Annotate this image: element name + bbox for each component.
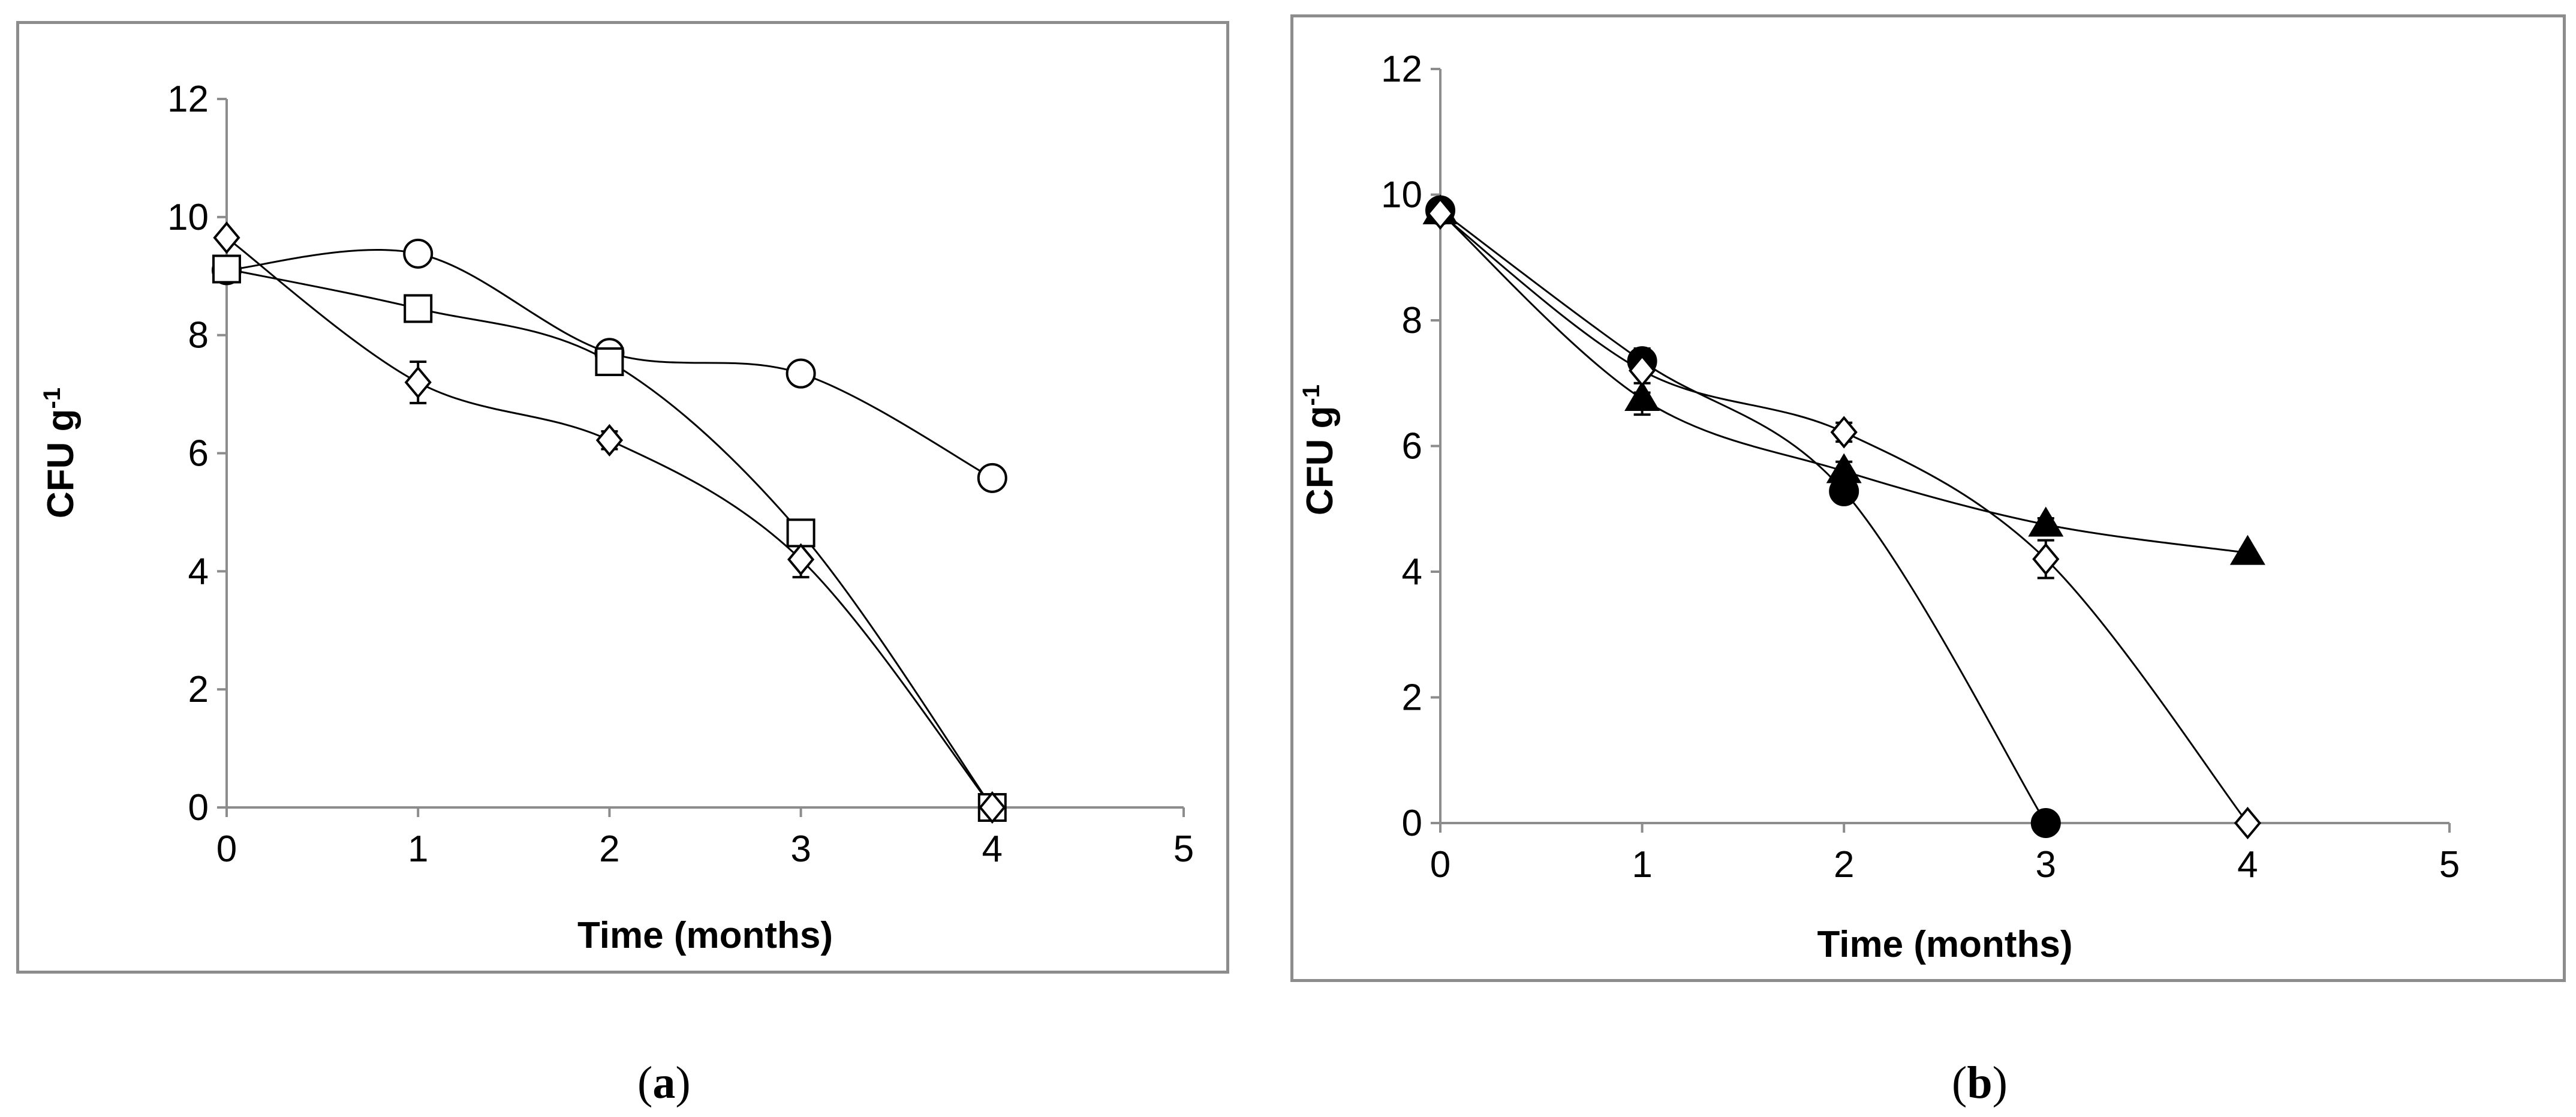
caption-b: (b) [1952,1058,2008,1108]
data-point-b-triangle-filled [1624,381,1660,411]
x-tick-label-a: 4 [982,828,1003,870]
y-tick-label-a: 12 [167,79,209,120]
y-tick-label-b: 2 [1402,677,1422,719]
y-tick-label-a: 2 [188,669,209,710]
y-axis-title-b: CFU g-1 [1298,385,1341,515]
y-axis-title-a: CFU g-1 [39,388,82,518]
x-tick-label-b: 1 [1632,844,1652,885]
data-point-b-diamond-open [1628,354,1656,387]
y-tick-label-a: 10 [167,197,209,238]
series-line-b-diamond-open [1440,212,2249,824]
data-point-b-diamond-open [2234,806,2262,840]
data-point-b-diamond-open [1427,197,1454,230]
x-tick-label-a: 3 [790,828,811,870]
caption-a: (a) [637,1058,691,1108]
chart-panel-b [1290,14,2566,982]
y-tick-label-a: 0 [188,787,209,828]
series-line-b-triangle-filled [1439,211,2248,554]
y-tick-label-a: 4 [188,551,209,592]
x-tick-label-b: 2 [1834,844,1854,885]
x-tick-label-a: 1 [408,828,428,870]
x-tick-label-b: 3 [2036,844,2056,885]
data-point-a-circle-open [403,238,434,269]
x-tick-label-a: 5 [1173,828,1194,870]
series-line-a-square-open [226,268,994,808]
data-point-b-triangle-filled [1826,453,1862,484]
y-tick-label-b: 4 [1402,551,1422,593]
data-point-a-square-open [404,294,433,323]
data-point-b-triangle-filled [2229,535,2265,565]
y-tick-label-b: 12 [1381,49,1422,90]
y-tick-label-b: 10 [1381,175,1422,216]
data-point-a-diamond-open [979,791,1006,824]
data-point-b-diamond-open [1830,416,1858,449]
data-point-a-square-open [786,518,815,548]
data-point-a-diamond-open [787,543,815,576]
data-point-a-circle-open [786,358,816,389]
x-tick-label-b: 5 [2439,844,2460,885]
y-axis-title-sup-b: -1 [1298,385,1325,406]
y-tick-label-b: 8 [1402,300,1422,341]
x-tick-label-a: 2 [599,828,619,870]
series-line-a-diamond-open [226,237,993,808]
y-tick-label-b: 0 [1402,803,1422,844]
data-point-a-square-open [595,347,624,376]
data-point-a-diamond-open [213,221,240,254]
x-tick-label-b: 0 [1430,844,1450,885]
x-axis-title-a: Time (months) [577,915,833,956]
x-tick-label-b: 4 [2237,844,2258,885]
x-axis-title-b: Time (months) [1817,924,2073,965]
y-tick-label-a: 8 [188,315,209,356]
chart-panel-a [16,21,1229,974]
y-tick-label-b: 6 [1402,426,1422,467]
y-tick-label-a: 6 [188,433,209,475]
y-axis-title-sup-a: -1 [39,388,65,409]
data-point-b-diamond-open [2032,542,2060,576]
data-point-b-triangle-filled [2028,506,2064,537]
data-point-a-square-open [212,254,241,284]
data-point-a-circle-open [977,463,1007,493]
data-point-a-diamond-open [404,366,432,399]
x-tick-label-a: 0 [216,828,237,870]
data-point-b-circle-filled [2030,808,2061,838]
data-point-a-diamond-open [595,424,624,457]
series-line-b-circle-filled [1440,209,2047,824]
